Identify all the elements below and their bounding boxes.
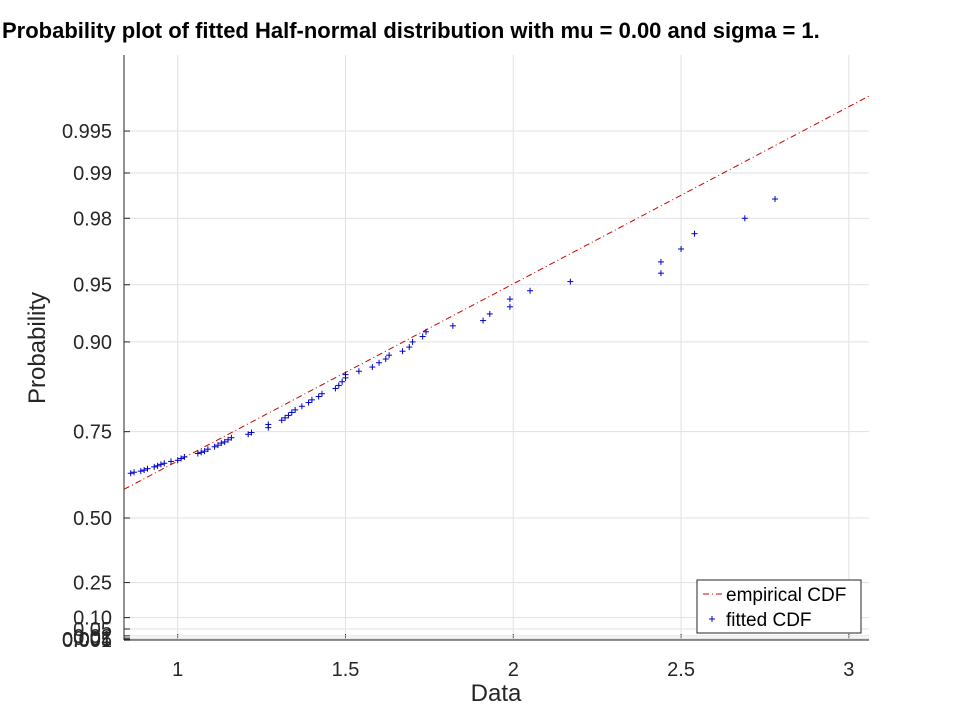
fitted-cdf-point — [657, 270, 664, 277]
chart-title: Probability plot of fitted Half-normal d… — [2, 18, 820, 43]
x-tick-label: 1 — [172, 659, 183, 681]
fitted-cdf-point — [167, 458, 174, 465]
x-axis-label: Data — [471, 680, 522, 707]
y-tick-label: 0.50 — [73, 508, 112, 530]
fitted-cdf-point — [772, 196, 779, 203]
y-tick-label: 0.25 — [73, 573, 112, 595]
x-tick-label: 3 — [843, 659, 854, 681]
x-tick-label: 2 — [508, 659, 519, 681]
fitted-cdf-point — [221, 438, 228, 445]
axes — [123, 55, 869, 641]
fitted-cdf-point — [339, 378, 346, 385]
fitted-cdf-point — [288, 409, 295, 416]
fitted-cdf-point — [741, 215, 748, 222]
fitted-cdf-point — [506, 303, 513, 310]
fitted-cdf-point — [355, 368, 362, 375]
fitted-cdf-point — [265, 421, 272, 428]
fitted-cdf-point — [386, 352, 393, 359]
legend: empirical CDF fitted CDF — [696, 579, 862, 634]
fitted-cdf-point — [318, 390, 325, 397]
fitted-cdf-point — [409, 338, 416, 345]
fitted-cdf-point — [480, 317, 487, 324]
fitted-cdf-point — [567, 278, 574, 285]
fitted-cdf-point — [151, 463, 158, 470]
y-tick-label: 0.02 — [73, 626, 112, 648]
y-tick-label: 0.90 — [73, 332, 112, 354]
fitted-cdf-point — [174, 457, 181, 464]
fitted-cdf-point — [399, 348, 406, 355]
y-tick-label: 0.10 — [73, 608, 112, 630]
legend-label-empirical: empirical CDF — [726, 585, 846, 606]
fitted-cdf-point — [157, 461, 164, 468]
fitted-cdf-point — [282, 414, 289, 421]
y-tick-label: 0.75 — [73, 422, 112, 444]
fitted-cdf-point — [292, 406, 299, 413]
legend-label-fitted: fitted CDF — [726, 610, 812, 631]
empirical-cdf-series — [123, 95, 870, 490]
y-tick-label: 0.01 — [73, 628, 112, 650]
y-tick-label: 0.001 — [62, 630, 112, 652]
fitted-cdf-point — [225, 436, 232, 443]
fitted-cdf-point — [218, 440, 225, 447]
x-tick-labels: 1 1.5 2 2.5 3 — [172, 659, 854, 681]
x-tick-label: 1.5 — [332, 659, 360, 681]
fitted-cdf-point — [691, 230, 698, 237]
y-tick-label: 0.05 — [73, 619, 112, 641]
fitted-cdf-point — [376, 359, 383, 366]
fitted-cdf-point — [181, 453, 188, 460]
fitted-cdf-point — [178, 455, 185, 462]
fitted-cdf-point — [127, 470, 134, 477]
fitted-cdf-point — [406, 344, 413, 351]
fitted-cdf-point — [335, 382, 342, 389]
fitted-cdf-point — [305, 399, 312, 406]
fitted-cdf-point — [419, 333, 426, 340]
legend-plus-marker — [709, 616, 715, 622]
fitted-cdf-point — [449, 322, 456, 329]
y-tick-label: 0.95 — [73, 275, 112, 297]
fitted-cdf-point — [228, 434, 235, 441]
fitted-cdf-point — [161, 460, 168, 467]
fitted-cdf-point — [131, 469, 138, 476]
fitted-cdf-point — [194, 450, 201, 457]
fitted-cdf-point — [486, 310, 493, 317]
fitted-cdf-point — [423, 328, 430, 335]
fitted-cdf-point — [308, 396, 315, 403]
y-tick-label: 0.99 — [73, 163, 112, 185]
fitted-cdf-point — [678, 245, 685, 252]
fitted-cdf-point — [285, 412, 292, 419]
x-gridlines — [177, 55, 850, 640]
fitted-cdf-point — [144, 465, 151, 472]
y-tick-label: 0.005 — [62, 629, 112, 651]
fitted-cdf-point — [204, 446, 211, 453]
fitted-cdf-point — [506, 296, 513, 303]
x-tick-label: 2.5 — [667, 659, 695, 681]
fitted-cdf-point — [141, 467, 148, 474]
fitted-cdf-point — [245, 431, 252, 438]
fitted-cdf-point — [154, 462, 161, 469]
y-tick-label: 0.995 — [62, 121, 112, 143]
fitted-cdf-point — [315, 393, 322, 400]
fitted-cdf-point — [211, 443, 218, 450]
legend-box — [696, 579, 862, 634]
y-axis-label: Probability — [24, 292, 51, 404]
empirical-cdf-line — [123, 95, 870, 490]
fitted-cdf-series — [127, 196, 779, 477]
fitted-cdf-point — [332, 385, 339, 392]
fitted-cdf-point — [342, 371, 349, 378]
fitted-cdf-point — [657, 258, 664, 265]
fitted-cdf-point — [527, 287, 534, 294]
fitted-cdf-point — [198, 449, 205, 456]
fitted-cdf-point — [278, 417, 285, 424]
fitted-cdf-point — [248, 429, 255, 436]
fitted-cdf-point — [382, 356, 389, 363]
y-tick-label: 0.98 — [73, 208, 112, 230]
fitted-cdf-point — [298, 403, 305, 410]
fitted-cdf-point — [369, 364, 376, 371]
fitted-cdf-point — [214, 442, 221, 449]
fitted-cdf-point — [201, 448, 208, 455]
fitted-cdf-point — [137, 468, 144, 475]
